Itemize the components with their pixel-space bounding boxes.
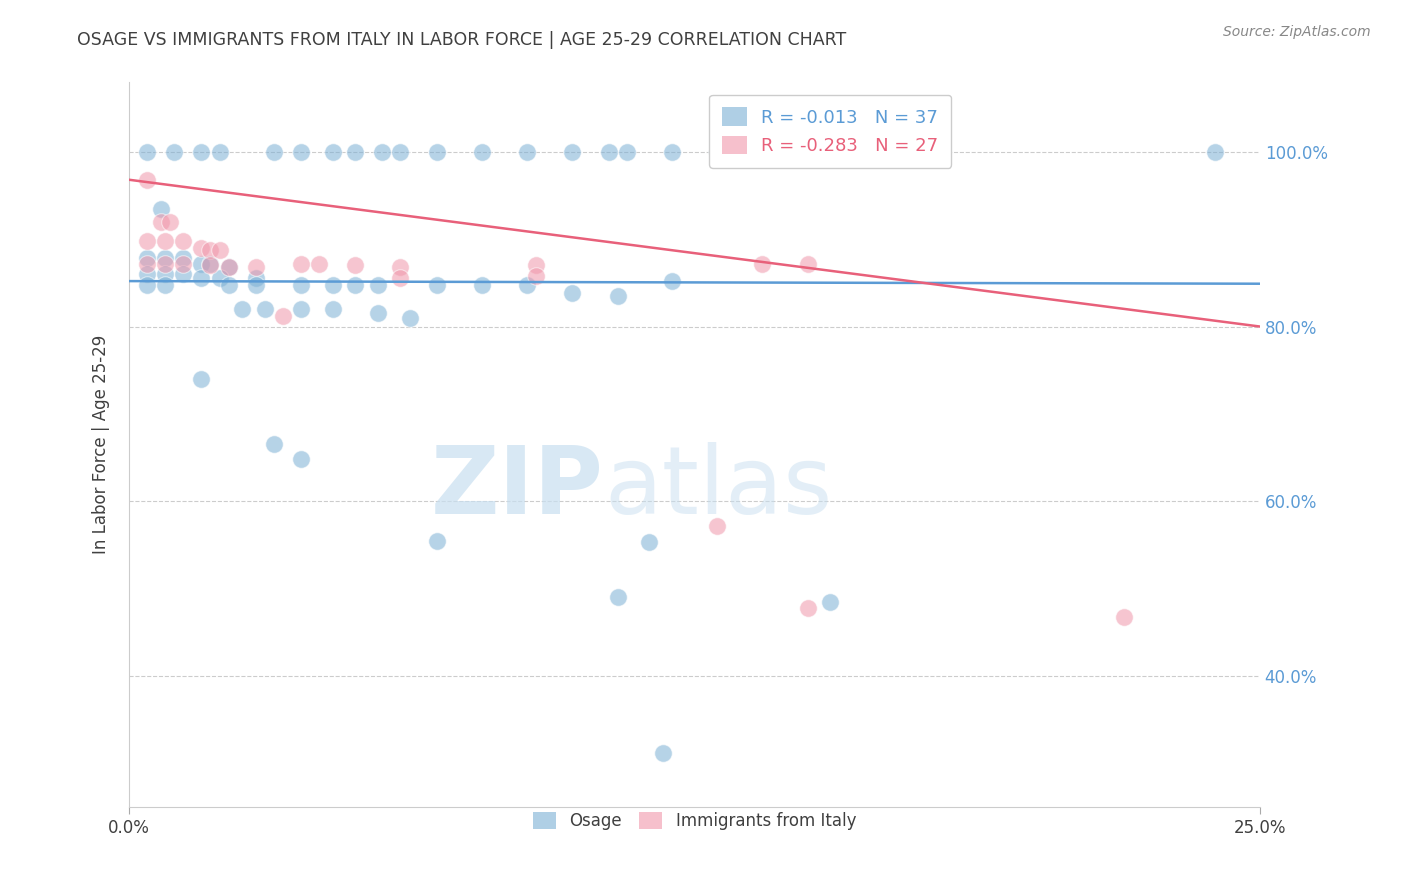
Point (796, 257, 818, 271)
Point (471, 145, 494, 159)
Point (172, 252, 194, 266)
Point (1114, 609, 1136, 624)
Point (426, 533, 449, 548)
Point (322, 301, 344, 316)
Point (136, 267, 159, 281)
Point (218, 260, 240, 274)
Point (172, 257, 194, 271)
Point (290, 277, 312, 292)
Point (516, 277, 538, 292)
Text: atlas: atlas (605, 442, 832, 534)
Point (190, 241, 212, 255)
Point (245, 271, 267, 285)
Point (231, 301, 253, 316)
Point (172, 267, 194, 281)
Point (398, 310, 420, 325)
Point (200, 243, 222, 257)
Point (818, 595, 841, 609)
Point (308, 257, 330, 271)
Point (136, 145, 159, 159)
Point (159, 215, 181, 229)
Point (638, 535, 661, 549)
Point (208, 271, 231, 285)
Point (190, 257, 212, 271)
Point (606, 289, 628, 303)
Point (322, 277, 344, 292)
Point (136, 234, 159, 248)
Point (616, 145, 638, 159)
Point (661, 145, 683, 159)
Point (290, 257, 312, 271)
Point (344, 277, 367, 292)
Point (751, 257, 773, 271)
Point (290, 301, 312, 316)
Point (290, 452, 312, 467)
Point (208, 243, 231, 257)
Point (706, 145, 728, 159)
Point (389, 145, 412, 159)
Point (172, 234, 194, 248)
Point (796, 600, 818, 615)
Point (208, 145, 231, 159)
Point (253, 301, 276, 316)
Point (389, 271, 412, 285)
Point (516, 145, 538, 159)
Point (706, 518, 728, 533)
Point (136, 252, 159, 266)
Point (271, 309, 294, 323)
Point (606, 591, 628, 605)
Point (322, 145, 344, 159)
Point (245, 277, 267, 292)
Text: Source: ZipAtlas.com: Source: ZipAtlas.com (1223, 25, 1371, 39)
Point (661, 274, 683, 288)
Point (218, 260, 240, 274)
Point (344, 259, 367, 273)
Legend: Osage, Immigrants from Italy: Osage, Immigrants from Italy (524, 804, 865, 838)
Point (245, 260, 267, 274)
Point (263, 145, 285, 159)
Point (155, 252, 177, 266)
Point (389, 260, 412, 274)
Point (524, 268, 547, 283)
Point (155, 234, 177, 248)
Point (651, 746, 673, 760)
Point (200, 259, 222, 273)
Point (426, 277, 449, 292)
Point (598, 145, 620, 159)
Point (155, 267, 177, 281)
Text: ZIP: ZIP (432, 442, 605, 534)
Point (155, 257, 177, 271)
Point (524, 259, 547, 273)
Point (149, 202, 172, 216)
Point (371, 145, 394, 159)
Point (561, 286, 583, 301)
Point (163, 145, 186, 159)
Point (290, 145, 312, 159)
Point (136, 257, 159, 271)
Point (218, 277, 240, 292)
Point (344, 145, 367, 159)
Point (471, 277, 494, 292)
Point (155, 277, 177, 292)
Text: OSAGE VS IMMIGRANTS FROM ITALY IN LABOR FORCE | AGE 25-29 CORRELATION CHART: OSAGE VS IMMIGRANTS FROM ITALY IN LABOR … (77, 31, 846, 49)
Point (190, 271, 212, 285)
Y-axis label: In Labor Force | Age 25-29: In Labor Force | Age 25-29 (93, 334, 110, 554)
Point (1204, 145, 1226, 159)
Point (367, 306, 389, 320)
Point (190, 372, 212, 386)
Point (367, 277, 389, 292)
Point (561, 145, 583, 159)
Point (136, 173, 159, 187)
Point (149, 215, 172, 229)
Point (200, 257, 222, 271)
Point (263, 437, 285, 451)
Point (426, 145, 449, 159)
Point (136, 277, 159, 292)
Point (190, 145, 212, 159)
